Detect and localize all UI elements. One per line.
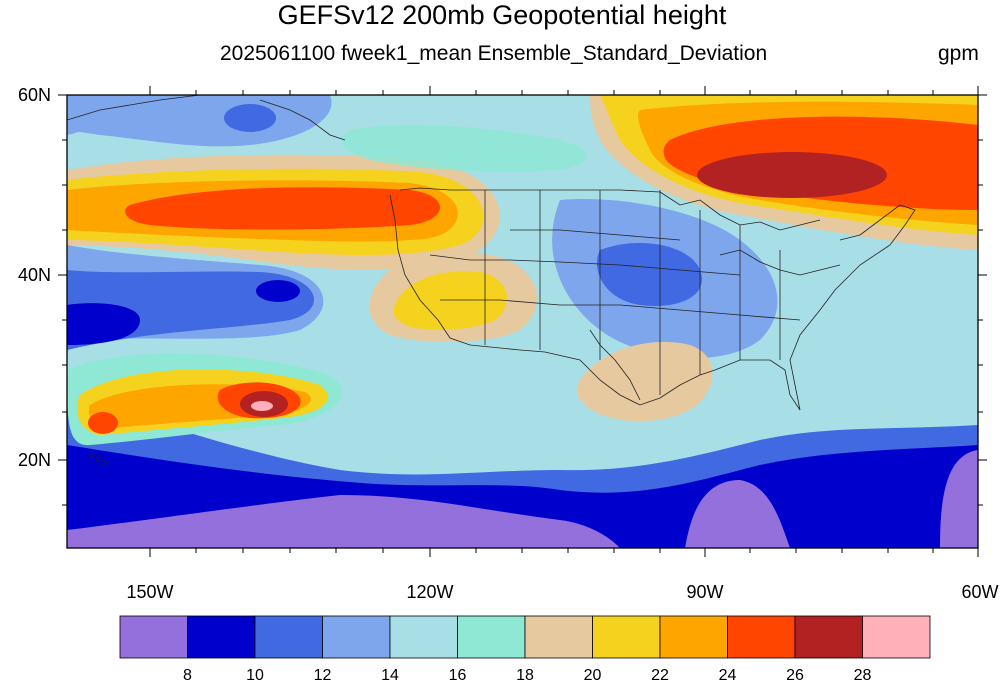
map-title: GEFSv12 200mb Geopotential height — [277, 0, 727, 30]
colorbar-label: 24 — [719, 667, 737, 683]
colorbar-label: 20 — [584, 667, 602, 683]
colorbar-swatch — [727, 615, 796, 659]
colorbar-label: 22 — [651, 667, 669, 683]
y-tick-label: 40N — [18, 265, 51, 285]
colorbar-swatch — [254, 615, 323, 659]
y-tick-label: 20N — [18, 450, 51, 470]
colorbar-label: 26 — [786, 667, 804, 683]
coastlines — [67, 95, 916, 466]
map-subtitle: 2025061100 fweek1_mean Ensemble_Standard… — [220, 42, 768, 65]
x-tick-label: 120W — [406, 582, 453, 602]
colorbar-label: 16 — [449, 667, 467, 683]
colorbar-swatch — [119, 615, 188, 659]
x-tick-label: 90W — [686, 582, 723, 602]
colorbar-label: 12 — [314, 667, 332, 683]
colorbar-swatch — [592, 615, 661, 659]
y-tick-label: 60N — [18, 85, 51, 105]
colorbar-swatch — [794, 615, 863, 659]
colorbar-swatch — [862, 615, 931, 659]
y-ticks — [58, 94, 987, 506]
colorbar-label: 8 — [183, 667, 192, 683]
x-tick-label: 150W — [126, 582, 173, 602]
colorbar-label: 14 — [381, 667, 399, 683]
colorbar-label: 18 — [516, 667, 534, 683]
colorbar-swatch — [457, 615, 526, 659]
colorbar-swatch — [389, 615, 458, 659]
colorbar-swatch — [322, 615, 391, 659]
colorbar-label: 28 — [854, 667, 872, 683]
units-label: gpm — [938, 42, 979, 65]
x-tick-label: 60W — [961, 582, 998, 602]
x-ticks — [149, 86, 979, 557]
colorbar-swatch — [659, 615, 728, 659]
colorbar-label: 10 — [246, 667, 264, 683]
contour-field — [67, 95, 978, 548]
colorbar: 8 10 12 14 16 18 20 22 24 26 28 — [119, 615, 931, 683]
colorbar-swatch — [187, 615, 256, 659]
colorbar-swatch — [524, 615, 593, 659]
